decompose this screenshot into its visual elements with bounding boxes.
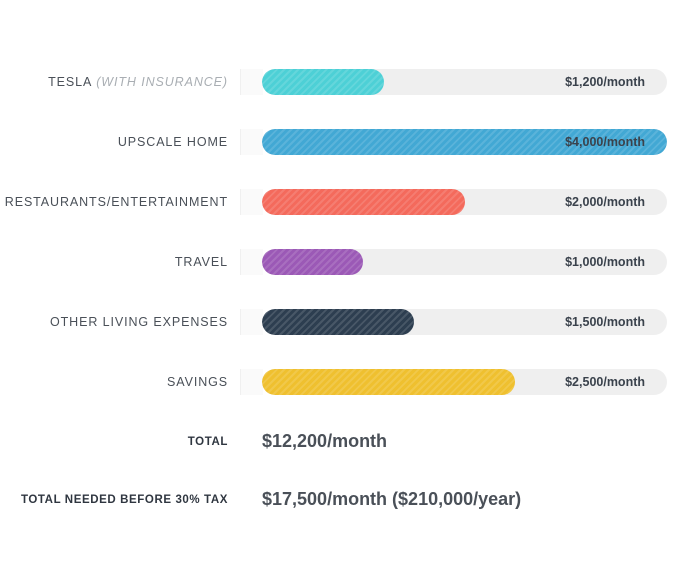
bar-value-label: $2,500/month — [565, 375, 645, 389]
bar-track: $2,500/month — [262, 369, 667, 395]
category-label-text: UPSCALE HOME — [117, 135, 228, 149]
bar-fill — [262, 69, 384, 95]
category-label-text: TESLA — [48, 75, 93, 89]
category-label-text: RESTAURANTS/ENTERTAINMENT — [4, 195, 228, 209]
bar-value-label: $4,000/month — [565, 135, 645, 149]
category-label: RESTAURANTS/ENTERTAINMENT — [5, 189, 228, 215]
bar-track: $2,000/month — [262, 189, 667, 215]
total-label: TOTAL — [187, 436, 228, 448]
pretax-total-label: TOTAL NEEDED BEFORE 30% TAX — [20, 494, 228, 506]
bar-row: OTHER LIVING EXPENSES $1,500/month — [0, 309, 690, 335]
category-label: TESLA (WITH INSURANCE) — [48, 69, 228, 95]
category-label-text: TRAVEL — [174, 255, 228, 269]
bar-fill — [262, 309, 414, 335]
bar-fill — [262, 189, 465, 215]
bar-value-label: $1,200/month — [565, 75, 645, 89]
bar-track-edge — [240, 369, 263, 395]
bar-value-label: $1,000/month — [565, 255, 645, 269]
bar-track: $1,000/month — [262, 249, 667, 275]
bar-track-edge — [240, 249, 263, 275]
bar-row: SAVINGS $2,500/month — [0, 369, 690, 395]
bar-fill — [262, 369, 515, 395]
bar-row: TESLA (WITH INSURANCE) $1,200/month — [0, 69, 690, 95]
category-sublabel: (WITH INSURANCE) — [96, 75, 228, 89]
total-value: $12,200/month — [262, 431, 388, 451]
bar-track-edge — [240, 189, 263, 215]
category-label-text: OTHER LIVING EXPENSES — [50, 315, 228, 329]
bar-track-edge — [240, 129, 263, 155]
category-label-text: SAVINGS — [167, 375, 228, 389]
category-label: UPSCALE HOME — [118, 129, 228, 155]
bar-value-label: $2,000/month — [565, 195, 645, 209]
category-label: TRAVEL — [175, 249, 228, 275]
bar-row: UPSCALE HOME $4,000/month — [0, 129, 690, 155]
category-label: OTHER LIVING EXPENSES — [50, 309, 228, 335]
bar-fill — [262, 249, 363, 275]
bar-track-edge — [240, 69, 263, 95]
bar-row: TRAVEL $1,000/month — [0, 249, 690, 275]
bar-fill — [262, 129, 667, 155]
bar-track-edge — [240, 309, 263, 335]
bar-row: RESTAURANTS/ENTERTAINMENT $2,000/month — [0, 189, 690, 215]
pretax-total-value: $17,500/month ($210,000/year) — [262, 489, 522, 509]
bar-value-label: $1,500/month — [565, 315, 645, 329]
bar-track: $1,200/month — [262, 69, 667, 95]
bar-track: $1,500/month — [262, 309, 667, 335]
category-label: SAVINGS — [167, 369, 228, 395]
bar-track: $4,000/month — [262, 129, 667, 155]
